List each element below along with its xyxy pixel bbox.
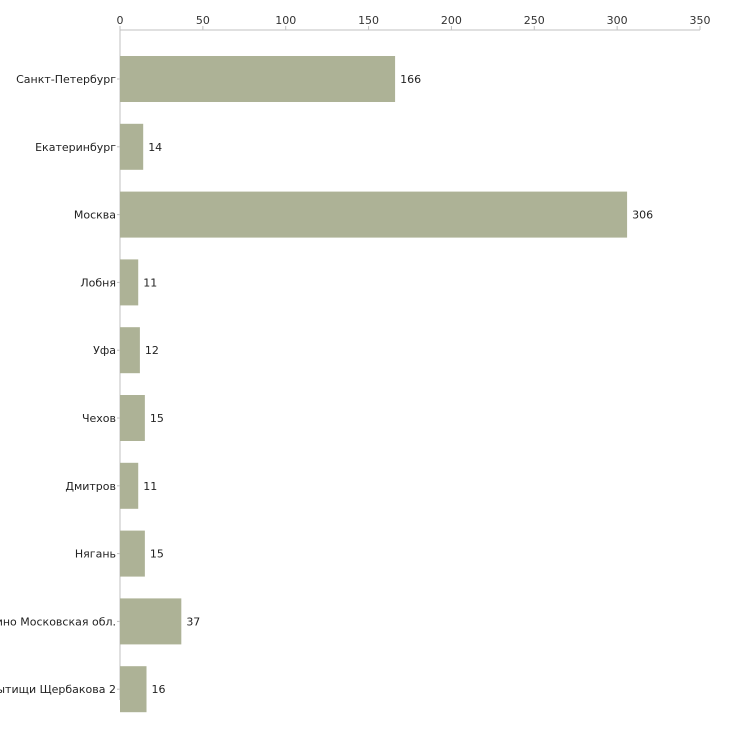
axis-layer: 0 50 100 150 200 250 300 350 [117, 14, 711, 700]
bar [120, 462, 139, 509]
data-label: 11 [143, 480, 157, 493]
category-label: ино Московская обл. [0, 615, 116, 628]
bars-layer [120, 56, 628, 713]
category-label: Санкт-Петербург [16, 73, 116, 86]
data-label: 15 [150, 412, 164, 425]
x-tick-label: 50 [196, 14, 210, 27]
x-tick-label: 350 [690, 14, 711, 27]
x-tick-label: 100 [275, 14, 296, 27]
bar [120, 327, 140, 374]
x-tick-label: 300 [607, 14, 628, 27]
x-tick-label: 150 [358, 14, 379, 27]
data-label: 166 [400, 73, 421, 86]
category-label: Дмитров [65, 480, 116, 493]
labels-layer: Санкт-Петербург 166 Екатеринбург 14 Москва 30… [0, 73, 653, 696]
x-tick-label: 200 [441, 14, 462, 27]
category-label: Москва [74, 209, 116, 222]
data-label: 14 [148, 141, 162, 154]
x-tick-label: 250 [524, 14, 545, 27]
bar [120, 530, 145, 577]
data-label: 37 [186, 615, 200, 628]
bar [120, 666, 147, 713]
category-label: Мытищи Щербакова 2 [0, 683, 116, 696]
x-tick-label: 0 [117, 14, 124, 27]
bar [120, 598, 182, 645]
data-label: 306 [632, 209, 653, 222]
data-label: 11 [143, 276, 157, 289]
data-label: 12 [145, 344, 159, 357]
category-label: Лобня [80, 276, 116, 289]
category-label: Чехов [82, 412, 116, 425]
bar [120, 123, 144, 170]
data-label: 15 [150, 548, 164, 561]
category-label: Екатеринбург [35, 141, 116, 154]
bar [120, 259, 139, 306]
category-label: Уфа [93, 344, 116, 357]
category-label: Нягань [75, 548, 116, 561]
bar [120, 191, 628, 238]
bar [120, 395, 145, 441]
bar [120, 56, 396, 102]
data-label: 16 [152, 683, 166, 696]
